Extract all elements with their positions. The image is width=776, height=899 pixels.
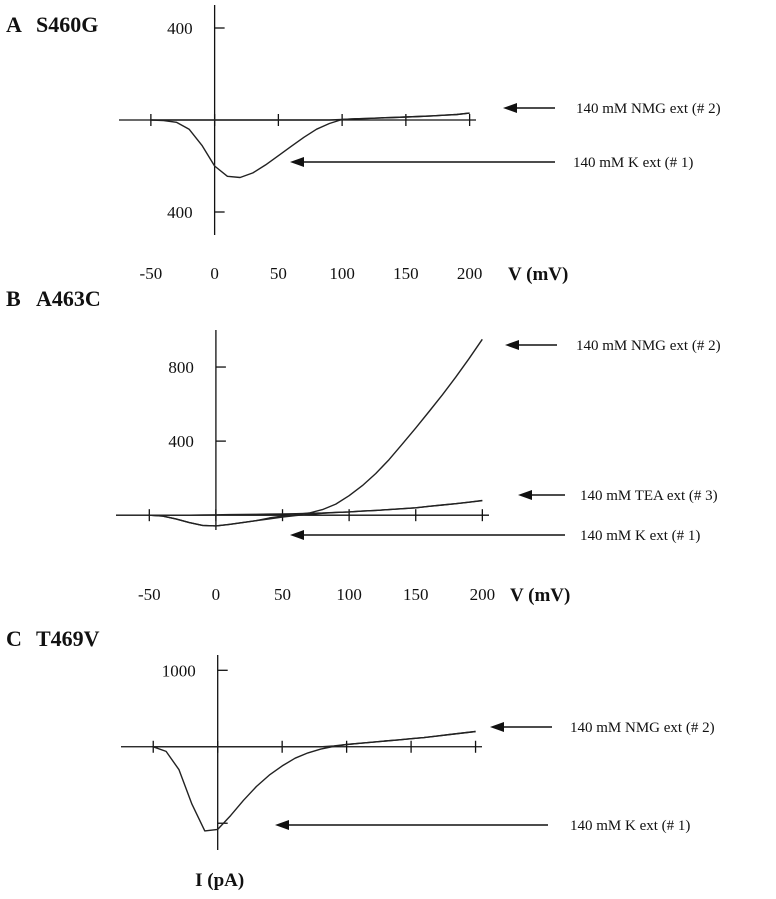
legend-label: 140 mM TEA ext (# 3) [580,488,718,504]
x-axis-label: V (mV) [510,585,570,606]
x-tick-label: 0 [210,264,219,283]
arrow-head [503,103,517,113]
arrow-head [290,157,304,167]
panel-letter: C [6,626,22,651]
y-axis-label: I (pA) [195,870,244,891]
x-tick-label: 150 [393,264,419,283]
panel-title: T469V [36,626,100,651]
panel-title: S460G [36,12,98,37]
arrow-head [275,820,289,830]
y-tick-label: 400 [167,203,193,222]
arrow-head [505,340,519,350]
x-tick-label: 50 [270,264,287,283]
panel-letter: B [6,286,21,311]
x-tick-label: 100 [336,585,362,604]
x-tick-label: 200 [457,264,483,283]
y-tick-label: 1000 [162,661,196,680]
x-tick-label: -50 [140,264,163,283]
data-line [152,730,476,832]
legend-label: 140 mM K ext (# 1) [573,155,693,171]
x-tick-label: 100 [329,264,355,283]
x-axis-label: V (mV) [508,264,568,285]
panel-letter: A [6,12,22,37]
legend-label: 140 mM NMG ext (# 2) [570,720,715,736]
data-line [150,112,470,179]
y-tick-label: 800 [168,358,194,377]
y-tick-label: 400 [167,19,193,38]
arrow-head [290,530,304,540]
arrow-head [490,722,504,732]
data-line [153,730,476,748]
x-tick-label: 200 [470,585,496,604]
legend-label: 140 mM NMG ext (# 2) [576,101,721,117]
x-tick-label: -50 [138,585,161,604]
x-tick-label: 0 [212,585,221,604]
x-tick-label: 50 [274,585,291,604]
x-tick-label: 150 [403,585,429,604]
data-line [149,500,483,527]
legend-label: 140 mM NMG ext (# 2) [576,338,721,354]
panel-title: A463C [36,286,101,311]
legend-label: 140 mM K ext (# 1) [570,818,690,834]
legend-label: 140 mM K ext (# 1) [580,528,700,544]
data-line [149,499,483,516]
arrow-head [518,490,532,500]
y-tick-label: 400 [168,432,194,451]
data-line [149,338,483,527]
